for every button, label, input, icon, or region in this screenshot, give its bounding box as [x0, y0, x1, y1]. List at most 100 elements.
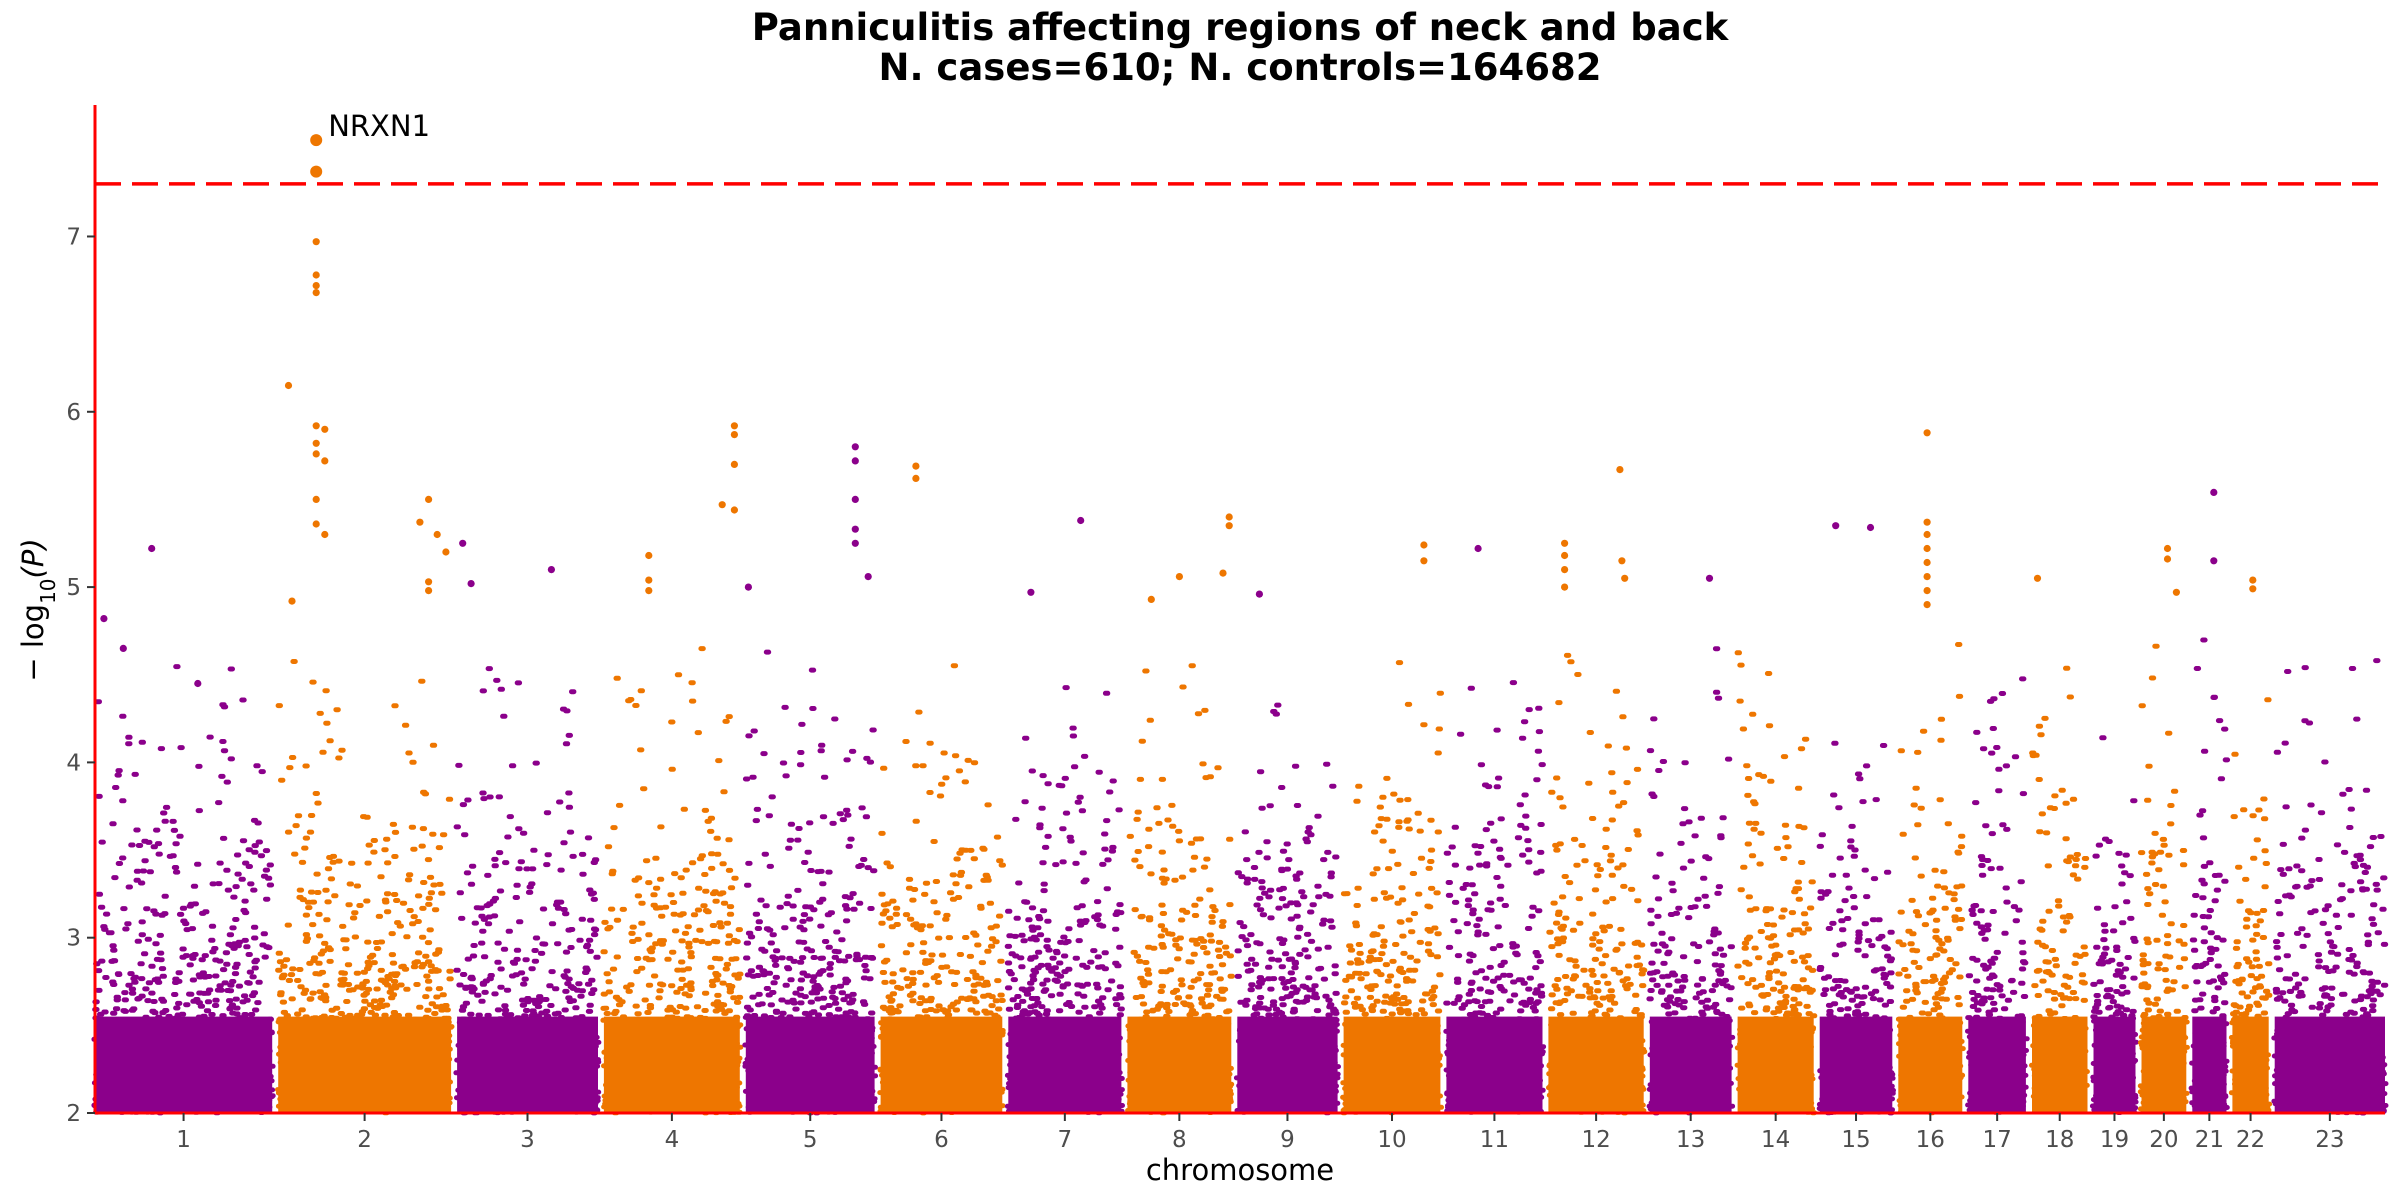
peak-point-chr1	[148, 544, 156, 553]
chromosome-2-points	[275, 659, 455, 1116]
peak-point-chr16	[1923, 544, 1931, 553]
gene-annotation-label: NRXN1	[328, 109, 430, 143]
x-axis-title: chromosome	[1146, 1153, 1334, 1187]
peak-point-chr16	[1923, 558, 1931, 567]
chromosome-16-dense-band	[1898, 1016, 1963, 1113]
peak-point-chr8	[1225, 513, 1233, 521]
chromosome-13-dense-band	[1649, 1016, 1732, 1113]
peak-point-chr4	[645, 576, 653, 584]
peak-point-chr2	[312, 238, 320, 246]
y-tick-label: 6	[66, 400, 81, 426]
chromosome-19-points	[2089, 735, 2139, 1115]
x-tick-label-chr10: 10	[1377, 1127, 1406, 1153]
chromosome-13-points	[1646, 646, 1736, 1116]
chromosome-12-points	[1546, 652, 1648, 1116]
peak-point-chr18	[2033, 574, 2042, 582]
peak-point-chr2	[288, 597, 296, 605]
peak-point-chr12	[1561, 583, 1569, 591]
chromosome-19-dense-band	[2093, 1016, 2136, 1113]
chromosome-18-points	[2029, 665, 2090, 1115]
x-tick-label-chr17: 17	[1983, 1127, 2012, 1153]
peak-point-chr2	[321, 425, 329, 433]
x-tick-label-chr1: 1	[176, 1127, 191, 1153]
data-points	[91, 637, 2389, 1116]
chromosome-23-dense-band	[2274, 1016, 2385, 1113]
peak-point-chr21	[2210, 557, 2218, 565]
chromosome-17-dense-band	[1968, 1016, 2026, 1113]
peak-point-chr2	[425, 587, 433, 595]
peak-point-chr2	[433, 530, 441, 539]
chromosome-22-points	[2228, 697, 2273, 1113]
peak-point-chr4	[730, 422, 739, 430]
peak-point-chr2	[284, 381, 293, 390]
chromosome-9-dense-band	[1237, 1016, 1338, 1113]
peak-point-chr21	[2210, 488, 2218, 496]
y-axis-ticks: 2 3 4 5 6 7	[66, 224, 95, 1127]
peak-point-chr10	[1420, 541, 1428, 549]
y-axis-title: − log10(P)	[16, 538, 60, 681]
peak-point-chr3	[467, 580, 475, 588]
chromosome-14-dense-band	[1737, 1016, 1814, 1113]
peak-point-chr5	[864, 573, 872, 581]
x-tick-label-chr23: 23	[2315, 1127, 2344, 1153]
x-tick-label-chr4: 4	[665, 1127, 680, 1153]
chromosome-20-points	[2137, 643, 2190, 1115]
y-tick-label: 3	[66, 926, 81, 952]
peak-point-chr22	[2249, 585, 2257, 593]
chromosome-3-dense-band	[457, 1016, 598, 1113]
chromosome-7-points	[1004, 685, 1125, 1116]
peak-point-chr5	[851, 457, 859, 465]
chromosome-16-points	[1895, 642, 1966, 1116]
peak-point-chr6	[912, 462, 920, 470]
peak-point-chr3	[459, 539, 467, 547]
chromosome-15-dense-band	[1819, 1016, 1893, 1113]
peak-point-chr11	[1474, 544, 1482, 553]
peak-point-chr2	[416, 518, 424, 526]
x-axis-ticks: 1 2 3 4 5 6 7 8 9 10 11 12 13 14 15 16 17 18 19 20 21 22 23	[176, 1113, 2344, 1153]
chromosome-2-dense-band	[278, 1016, 452, 1113]
peak-point-chr12	[1616, 466, 1624, 474]
peak-point-chr8	[1175, 573, 1183, 581]
peak-point-chr4	[730, 506, 739, 514]
y-tick-label: 7	[66, 224, 81, 250]
y-tick-label: 4	[66, 750, 81, 776]
x-tick-label-chr6: 6	[934, 1127, 949, 1153]
peak-point-chr12	[1561, 539, 1569, 547]
x-tick-label-chr13: 13	[1676, 1127, 1705, 1153]
peak-point-chr2	[312, 282, 320, 290]
peak-point-chr2	[321, 457, 329, 465]
peak-point-chr9	[1255, 590, 1263, 598]
annotations: NRXN1	[328, 109, 430, 143]
chromosome-5-dense-band	[745, 1016, 875, 1113]
chromosome-17-points	[1965, 676, 2030, 1115]
y-tick-label: 2	[66, 1101, 81, 1127]
peak-point-chr1	[100, 615, 108, 623]
peak-point-chr16	[1923, 587, 1931, 595]
peak-point-chr5	[851, 525, 859, 533]
peak-point-chr8	[1225, 522, 1233, 530]
x-tick-label-chr3: 3	[520, 1127, 535, 1153]
x-tick-label-chr21: 21	[2195, 1127, 2224, 1153]
peak-point-chr16	[1923, 518, 1931, 526]
chromosome-4-points	[600, 646, 744, 1116]
peak-point-chr20	[2163, 544, 2172, 553]
peak-point-chr15	[1866, 523, 1875, 532]
y-tick-label: 5	[66, 575, 81, 601]
chromosome-1-dense-band	[95, 1016, 273, 1113]
peak-point-chr12	[1561, 566, 1569, 574]
peak-point-chr2	[312, 439, 320, 447]
chromosome-8-points	[1125, 663, 1235, 1116]
chromosome-22-dense-band	[2232, 1016, 2269, 1113]
peak-point-chr12	[1561, 551, 1569, 560]
x-tick-label-chr19: 19	[2100, 1127, 2129, 1153]
peak-point-chr20	[2163, 555, 2172, 563]
peak-point-chr2	[425, 495, 433, 503]
peak-point-chr7	[1077, 516, 1085, 525]
peak-point-chr5	[744, 583, 753, 591]
peak-point-chr7	[1027, 588, 1035, 596]
x-tick-label-chr22: 22	[2236, 1127, 2265, 1153]
x-tick-label-chr7: 7	[1058, 1127, 1073, 1153]
chromosome-6-dense-band	[880, 1016, 1003, 1113]
peak-point-chr2	[321, 530, 329, 539]
peak-point-chr5	[851, 443, 859, 451]
